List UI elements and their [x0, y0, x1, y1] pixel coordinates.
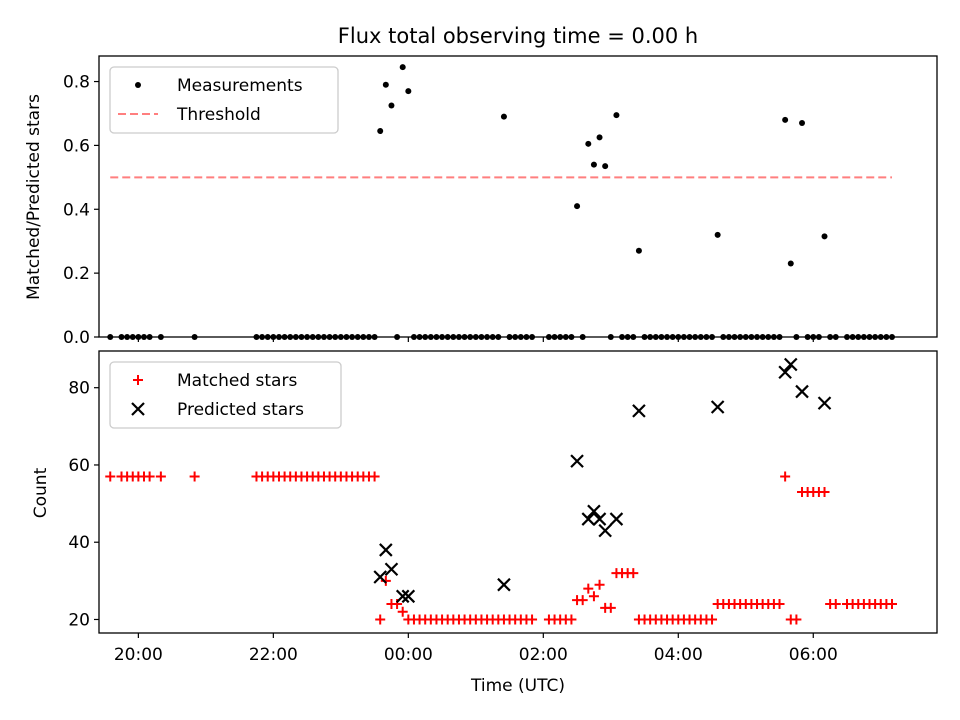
bottom-plot-area: 20 40 60 80 20:00 22:00 00:00 02:00 04:00 06:00 Ma…	[68, 350, 938, 665]
predicted-stars-point	[581, 512, 596, 526]
predicted-stars-point	[395, 589, 410, 604]
measurements-point	[388, 102, 395, 109]
measurements-point	[799, 120, 806, 127]
predicted-stars-point	[817, 396, 832, 410]
matched-stars-legend-marker	[133, 375, 143, 385]
measurements-point	[382, 81, 389, 88]
predicted-stars-legend-marker	[131, 402, 145, 416]
measurements-point	[613, 112, 620, 119]
bottom-x-tick-label: 02:00	[519, 645, 568, 665]
bottom-x-tick-label: 00:00	[384, 645, 433, 665]
bottom-y-tick-label: 20	[68, 610, 90, 630]
measurements-point	[574, 203, 581, 210]
bottom-y-tick-label: 60	[68, 456, 90, 476]
measurements-point	[782, 116, 789, 123]
predicted-stars-point	[379, 543, 393, 557]
predicted-stars-point	[598, 523, 612, 538]
bottom-y-tick-label: 80	[68, 379, 90, 399]
measurements-legend-marker	[135, 82, 141, 88]
predicted-stars-point	[587, 504, 601, 519]
measurements-point	[585, 140, 592, 147]
predicted-stars-point	[373, 570, 387, 584]
bottom-x-tick-label: 22:00	[249, 645, 298, 665]
matched-stars-point	[369, 471, 380, 482]
matched-stars-point	[189, 471, 200, 482]
top-y-axis-label: Matched/Predicted stars	[24, 94, 44, 300]
matched-stars-point	[397, 606, 408, 617]
top-y-tick-label: 0.8	[63, 73, 90, 93]
measurements-point	[596, 134, 603, 141]
measurements-point	[590, 161, 597, 168]
matched-stars-point	[155, 471, 166, 482]
predicted-stars-point	[778, 365, 792, 380]
matched-stars-point	[566, 614, 577, 625]
matched-stars-point	[583, 583, 594, 594]
measurements-point	[602, 163, 609, 170]
predicted-stars-point	[384, 562, 399, 577]
bottom-x-tick-label: 04:00	[654, 645, 703, 665]
measurements-point	[635, 247, 642, 254]
matched-stars-point	[819, 487, 830, 497]
matched-stars-point	[380, 575, 391, 586]
matched-stars-point	[887, 599, 898, 610]
measurements-point	[399, 64, 406, 71]
matched-stars-point	[707, 614, 718, 625]
top-y-tick-label: 0.2	[63, 264, 90, 284]
threshold-legend-label: Threshold	[176, 105, 261, 125]
predicted-stars-point	[783, 357, 798, 372]
bottom-axes-frame	[98, 350, 938, 634]
matched-stars-point	[577, 595, 588, 606]
measurements-legend-label: Measurements	[177, 76, 303, 96]
top-legend	[109, 66, 339, 134]
matched-stars-legend-label: Matched stars	[177, 371, 297, 391]
bottom-y-axis-label: Count	[31, 467, 51, 518]
bottom-legend	[109, 361, 342, 429]
matched-stars-point	[774, 599, 785, 610]
matched-stars-point	[594, 579, 605, 590]
matched-stars-point	[791, 614, 802, 625]
predicted-stars-point	[570, 454, 584, 468]
top-plot-area: 0.0 0.2 0.4 0.6 0.8 Measurements Threshold	[63, 55, 938, 348]
bottom-y-tick-label: 40	[68, 533, 90, 553]
predicted-stars-point	[609, 512, 624, 526]
predicted-stars-point	[592, 512, 607, 526]
matched-stars-point	[780, 471, 791, 482]
predicted-stars-point	[497, 577, 511, 592]
predicted-stars-point	[632, 404, 646, 418]
chart-title: Flux total observing time = 0.00 h	[338, 24, 698, 48]
bottom-x-tick-label: 20:00	[114, 645, 163, 665]
matched-stars-point	[605, 602, 616, 613]
bottom-x-tick-label: 06:00	[789, 645, 838, 665]
matched-stars-point	[105, 471, 116, 482]
matched-stars-point	[588, 591, 599, 602]
x-axis-label: Time (UTC)	[470, 676, 565, 696]
measurements-point	[714, 231, 721, 238]
top-axes-frame	[98, 55, 938, 338]
measurements-point	[377, 128, 384, 135]
measurements-point	[787, 260, 794, 267]
predicted-stars-point	[710, 400, 725, 414]
top-y-tick-label: 0.0	[63, 328, 90, 348]
matched-stars-point	[527, 614, 538, 625]
matched-stars-point	[144, 471, 155, 482]
predicted-stars-legend-label: Predicted stars	[177, 400, 304, 420]
measurements-point	[821, 233, 828, 240]
measurements-point	[405, 88, 412, 95]
top-y-tick-label: 0.4	[63, 200, 90, 220]
measurements-point	[500, 113, 507, 120]
top-y-tick-label: 0.6	[63, 136, 90, 156]
matched-stars-point	[628, 568, 639, 579]
matched-stars-point	[375, 614, 386, 625]
matched-stars-point	[830, 599, 841, 610]
predicted-stars-point	[795, 384, 809, 399]
predicted-stars-point	[401, 589, 416, 604]
